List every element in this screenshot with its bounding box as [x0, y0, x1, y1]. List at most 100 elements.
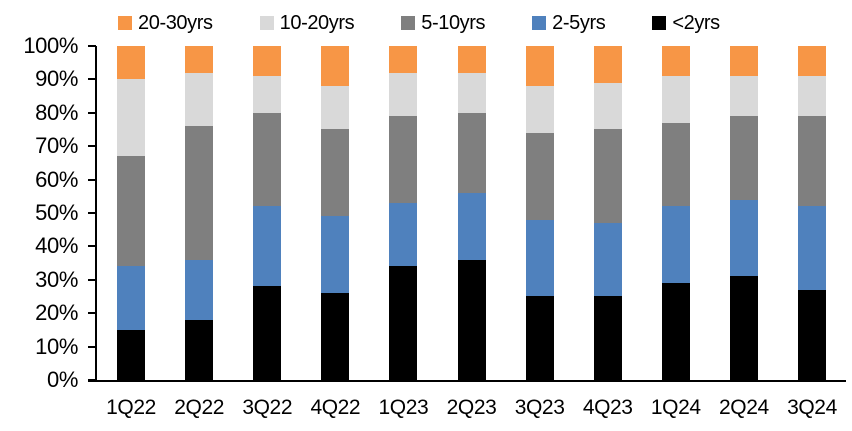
y-tick-label: 60% — [35, 166, 78, 192]
bar-segment-2-5yrs — [797, 206, 826, 290]
bar-segment-5-10yrs — [661, 122, 690, 207]
y-tick — [88, 278, 96, 281]
bar-segment-10-20yrs — [253, 76, 282, 113]
bar-segment-<2yrs — [253, 286, 282, 380]
bar-slot-4Q23 — [574, 46, 642, 380]
y-tick — [88, 212, 96, 214]
bar-segment-10-20yrs — [525, 86, 554, 133]
legend-swatch-icon — [118, 16, 132, 30]
bar-1Q23 — [389, 46, 418, 380]
bar-2Q24 — [729, 46, 758, 380]
y-tick-label: 80% — [35, 99, 78, 125]
bar-3Q22 — [253, 46, 282, 380]
bar-segment-10-20yrs — [593, 82, 622, 130]
bar-slot-3Q24 — [778, 46, 846, 380]
y-tick-label: 30% — [35, 266, 78, 292]
bar-segment-10-20yrs — [661, 76, 690, 123]
x-category-label: 1Q22 — [106, 396, 156, 419]
bar-slot-1Q24 — [642, 46, 710, 380]
legend-swatch-icon — [401, 16, 416, 30]
bar-segment-<2yrs — [185, 319, 214, 380]
legend-swatch-icon — [652, 16, 667, 30]
bar-segment-2-5yrs — [185, 259, 214, 320]
y-tick — [88, 312, 96, 315]
bar-segment-2-5yrs — [457, 192, 486, 260]
y-tick — [88, 379, 96, 381]
y-tick — [88, 78, 96, 81]
legend-swatch-icon — [532, 16, 547, 30]
legend-label: 2-5yrs — [552, 11, 606, 34]
x-category-label: 4Q22 — [310, 396, 361, 419]
y-tick — [88, 145, 96, 148]
bar-segment-2-5yrs — [117, 266, 146, 330]
y-tick — [88, 111, 96, 114]
x-axis-labels: 1Q22 2Q22 3Q22 4Q22 1Q23 2Q23 3Q23 4Q23 1Q24 2Q24… — [97, 396, 846, 420]
bar-segment-5-10yrs — [729, 116, 758, 200]
bar-4Q22 — [321, 46, 350, 380]
bar-segment-<2yrs — [661, 283, 690, 380]
bar-segment-20-30yrs — [593, 46, 622, 83]
bar-slot-3Q22 — [233, 46, 301, 380]
bar-segment-2-5yrs — [525, 219, 554, 297]
legend-item-2-5yrs: 2-5yrs — [532, 11, 606, 35]
y-tick-label: 70% — [35, 133, 78, 159]
bar-segment-5-10yrs — [593, 129, 622, 223]
legend-label: 20-30yrs — [138, 11, 213, 34]
bar-3Q23 — [525, 46, 554, 380]
bar-segment-2-5yrs — [593, 223, 622, 297]
bar-1Q24 — [661, 46, 690, 380]
bar-slot-3Q23 — [506, 46, 574, 380]
bar-segment-<2yrs — [117, 329, 146, 380]
bar-segment-<2yrs — [729, 276, 758, 380]
x-axis-line — [88, 380, 846, 382]
bar-segment-5-10yrs — [185, 126, 214, 260]
bar-1Q22 — [117, 46, 146, 380]
y-tick-label: 0% — [47, 367, 78, 392]
bar-segment-2-5yrs — [389, 202, 418, 267]
bar-segment-20-30yrs — [457, 46, 486, 73]
bar-segment-10-20yrs — [797, 76, 826, 117]
bar-segment-20-30yrs — [321, 46, 350, 87]
bar-slot-4Q22 — [301, 46, 369, 380]
x-category-label: 2Q24 — [719, 396, 769, 419]
bar-segment-10-20yrs — [185, 72, 214, 127]
bar-segment-2-5yrs — [729, 199, 758, 277]
bar-segment-10-20yrs — [729, 76, 758, 117]
y-axis-line — [95, 46, 97, 382]
bar-segment-5-10yrs — [797, 116, 826, 207]
chart-legend: 20-30yrs 10-20yrs 5-10yrs 2-5yrs <2yrs — [118, 9, 720, 37]
bar-segment-2-5yrs — [321, 216, 350, 294]
y-tick — [88, 345, 96, 348]
plot-area — [97, 46, 846, 380]
bar-segment-10-20yrs — [457, 72, 486, 113]
y-tick — [88, 178, 96, 181]
bar-segment-5-10yrs — [457, 112, 486, 193]
bar-4Q23 — [593, 46, 622, 380]
x-category-label: 2Q22 — [174, 396, 225, 419]
bar-segment-10-20yrs — [389, 72, 418, 117]
x-category-label: 2Q23 — [446, 396, 497, 419]
y-tick-label: 20% — [35, 300, 78, 326]
legend-item-5-10yrs: 5-10yrs — [401, 12, 486, 35]
bar-segment-20-30yrs — [661, 46, 690, 77]
bar-segment-2-5yrs — [253, 206, 282, 287]
bar-slot-2Q22 — [165, 46, 233, 380]
bar-segment-5-10yrs — [321, 129, 350, 217]
legend-item-20-30yrs: 20-30yrs — [118, 12, 213, 35]
bar-segment-10-20yrs — [117, 79, 146, 157]
y-tick-label: 40% — [35, 233, 78, 259]
x-category-label: 3Q23 — [514, 396, 565, 419]
legend-item-<2yrs: <2yrs — [652, 12, 720, 35]
bar-segment-5-10yrs — [525, 132, 554, 220]
bar-segment-<2yrs — [525, 296, 554, 380]
x-category-label: 1Q24 — [650, 396, 701, 419]
bar-slot-1Q22 — [97, 46, 165, 380]
bar-segment-5-10yrs — [253, 112, 282, 207]
bar-segment-20-30yrs — [117, 46, 146, 80]
bar-slot-2Q23 — [437, 46, 505, 380]
legend-swatch-icon — [259, 16, 274, 30]
bar-2Q22 — [185, 46, 214, 380]
bar-segment-20-30yrs — [185, 46, 214, 73]
bar-slot-2Q24 — [710, 46, 778, 380]
